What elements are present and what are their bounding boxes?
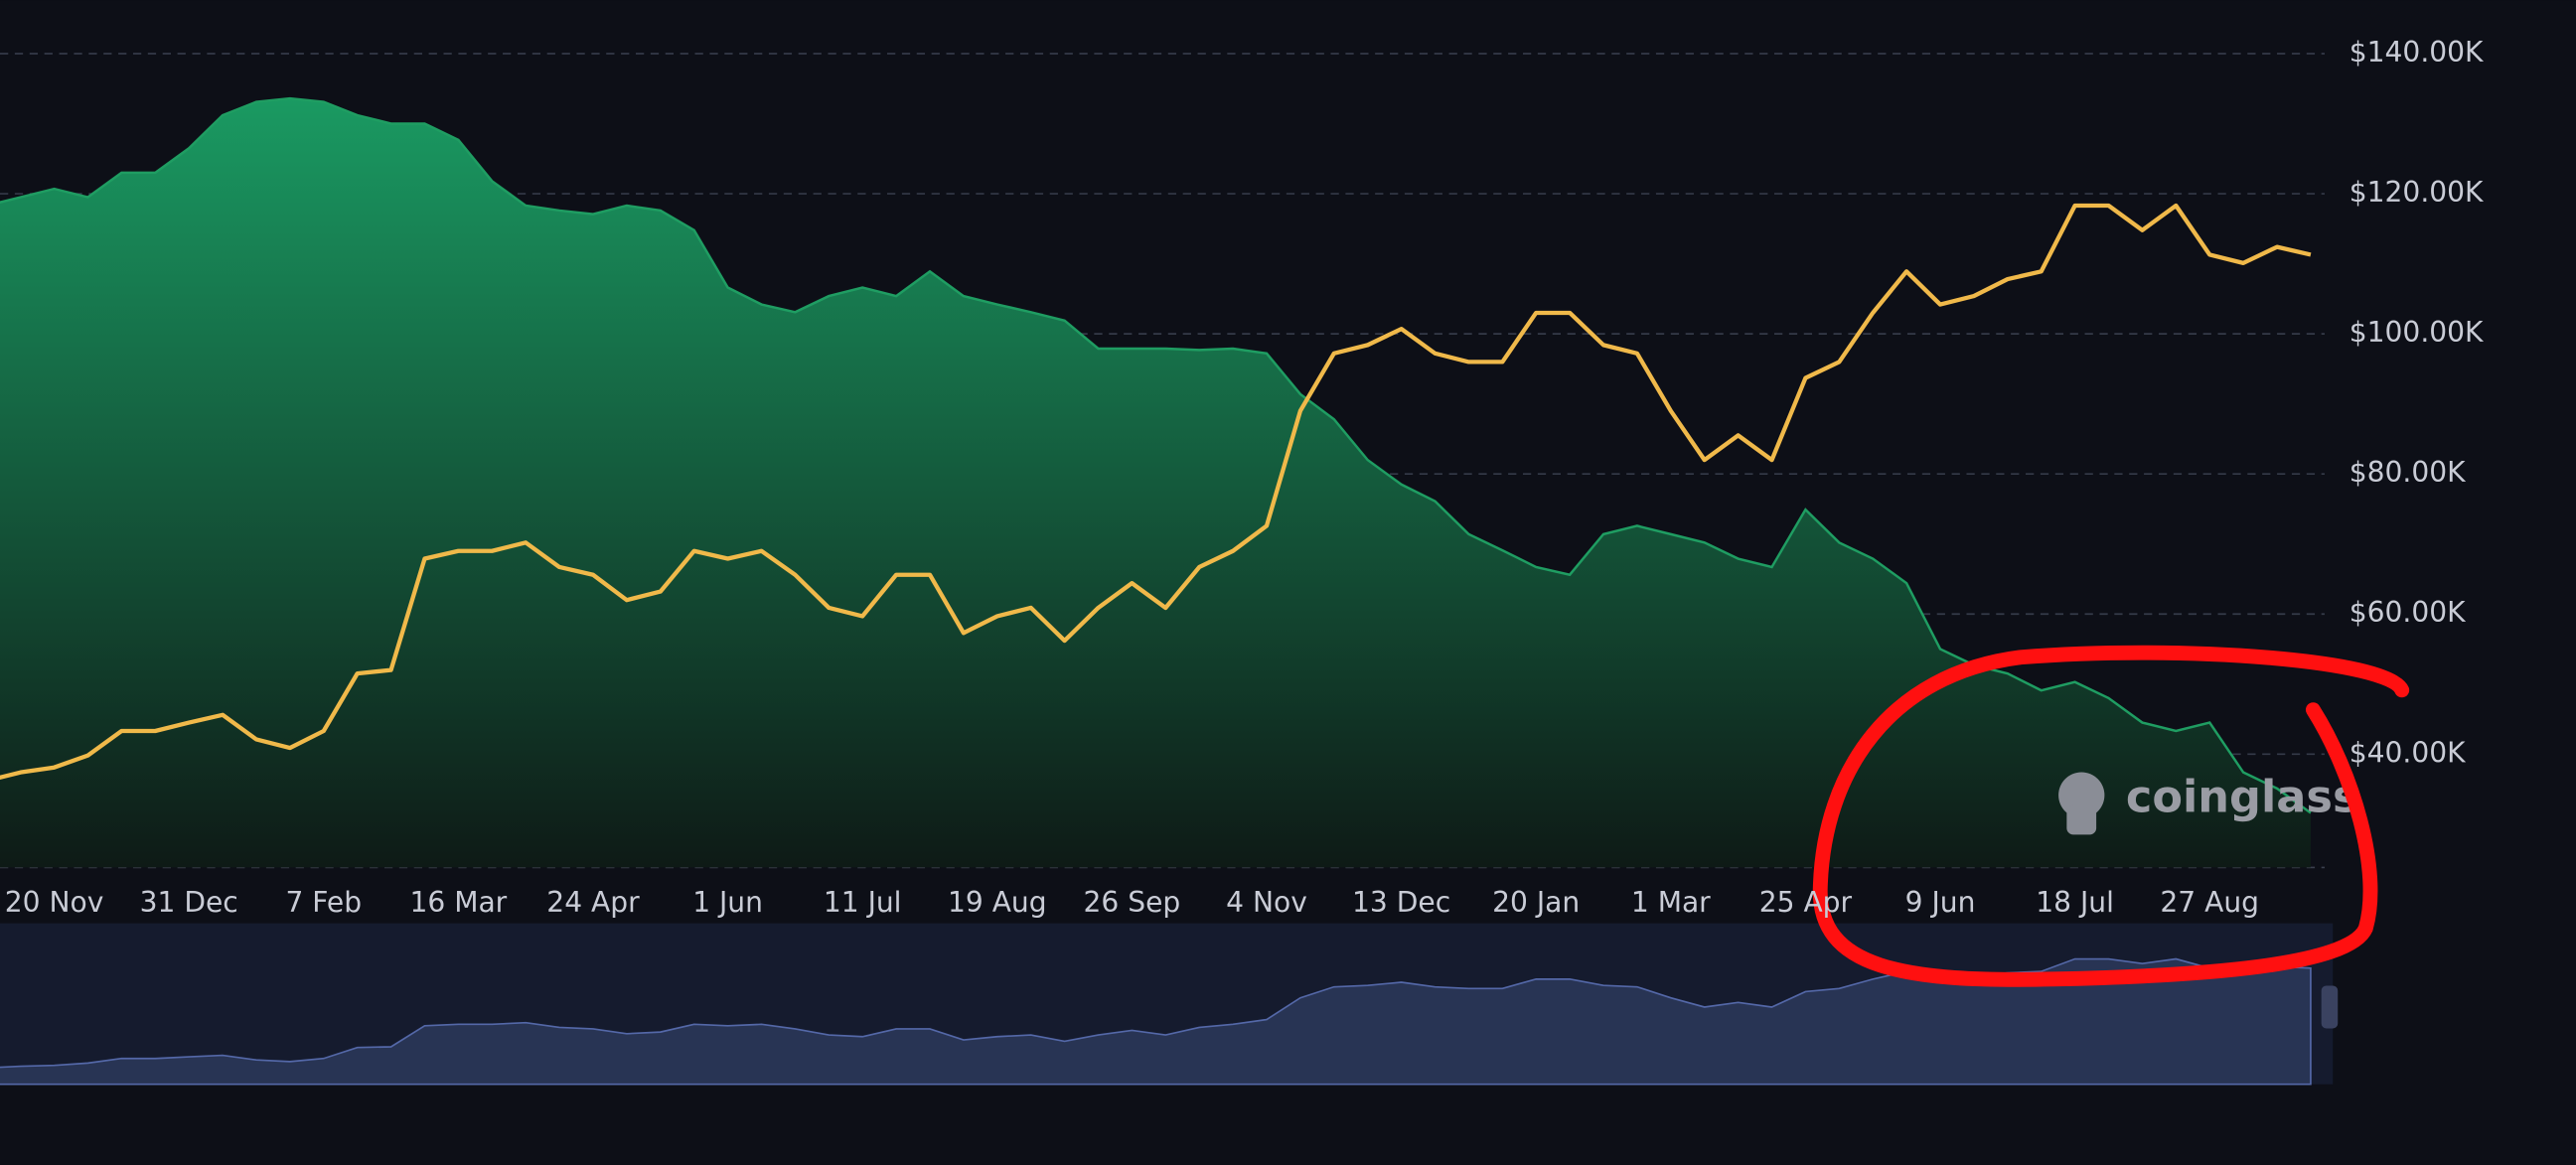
price-line <box>0 203 2312 781</box>
y-tick-label: $60.00K <box>2349 596 2467 629</box>
x-tick-label: 24 Apr <box>546 886 640 919</box>
x-tick-label: 7 Feb <box>285 886 362 919</box>
watermark-text: coinglass <box>2126 772 2359 823</box>
watermark: coinglass <box>2058 772 2359 835</box>
x-tick-label: 1 Jun <box>692 886 763 919</box>
plot <box>0 53 2325 869</box>
x-tick-label: 1 Mar <box>1631 886 1711 919</box>
x-tick-label: 20 Jan <box>1492 886 1580 919</box>
y-tick-label: $120.00K <box>2349 176 2485 209</box>
x-tick-label: 26 Sep <box>1084 886 1181 919</box>
annotation-circle <box>1812 645 2410 987</box>
x-tick-label: 19 Aug <box>948 886 1047 919</box>
watermark-icon <box>2066 804 2097 835</box>
x-tick-label: 4 Nov <box>1226 886 1307 919</box>
area-line <box>0 96 2312 814</box>
x-tick-label: 25 Apr <box>1759 886 1853 919</box>
y-tick-label: $80.00K <box>2349 456 2467 489</box>
x-tick-label: 18 Jul <box>2036 886 2114 919</box>
y-tick-label: $140.00K <box>2349 36 2485 69</box>
x-tick-label: 31 Dec <box>140 886 238 919</box>
x-tick-label: 27 Aug <box>2160 886 2259 919</box>
x-tick-label: 16 Mar <box>410 886 508 919</box>
y-tick-label: $40.00K <box>2349 736 2467 769</box>
x-tick-label: 13 Dec <box>1352 886 1450 919</box>
x-tick-label: 20 Nov <box>5 886 104 919</box>
area-fill <box>0 98 2311 868</box>
x-tick-label: 11 Jul <box>824 886 902 919</box>
x-tick-label: 9 Jun <box>1905 886 1976 919</box>
navigator-handle[interactable] <box>2321 985 2339 1029</box>
y-tick-label: $100.00K <box>2349 316 2485 349</box>
